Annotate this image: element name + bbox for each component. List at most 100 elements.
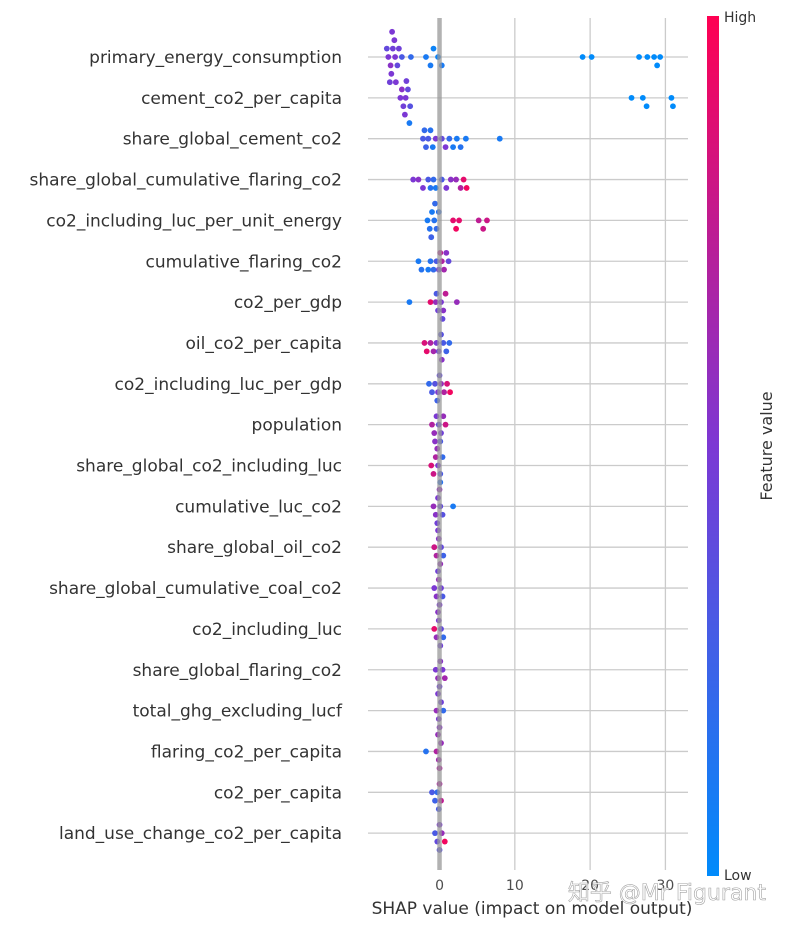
shap-point bbox=[453, 225, 459, 232]
shap-point bbox=[425, 176, 432, 183]
feature-label: share_global_oil_co2 bbox=[167, 538, 342, 558]
feature-label: cumulative_luc_co2 bbox=[175, 497, 342, 517]
x-tick-label: 20 bbox=[581, 878, 599, 894]
shap-point bbox=[426, 380, 432, 387]
shap-point bbox=[447, 389, 453, 396]
shap-point bbox=[387, 62, 394, 69]
shap-point bbox=[475, 217, 482, 224]
shap-point bbox=[394, 62, 401, 69]
shap-point bbox=[423, 54, 429, 60]
shap-point bbox=[441, 675, 448, 682]
shap-point bbox=[440, 340, 447, 346]
shap-point bbox=[579, 54, 586, 60]
shap-point bbox=[424, 217, 431, 224]
shap-point bbox=[670, 103, 676, 110]
shap-point bbox=[430, 45, 437, 52]
feature-label: co2_per_capita bbox=[214, 783, 342, 803]
shap-point bbox=[427, 299, 434, 305]
shap-point bbox=[415, 258, 422, 265]
shap-point bbox=[406, 299, 413, 305]
shap-point bbox=[429, 389, 435, 396]
shap-point bbox=[418, 266, 425, 273]
shap-point bbox=[426, 225, 433, 232]
shap-point bbox=[432, 666, 439, 673]
shap-point bbox=[440, 634, 447, 641]
shap-point bbox=[432, 200, 438, 207]
shap-point bbox=[440, 552, 447, 559]
feature-label: co2_including_luc_per_unit_energy bbox=[46, 211, 342, 231]
shap-point bbox=[453, 135, 460, 142]
shap-point bbox=[429, 421, 435, 428]
shap-point bbox=[450, 503, 456, 510]
shap-point bbox=[440, 707, 447, 714]
shap-point bbox=[440, 307, 447, 314]
shap-point bbox=[427, 185, 434, 191]
feature-label: co2_including_luc bbox=[192, 620, 342, 640]
shap-point bbox=[421, 127, 428, 134]
shap-point bbox=[432, 135, 439, 142]
shap-point bbox=[443, 348, 450, 355]
shap-point bbox=[453, 176, 459, 183]
shap-point bbox=[432, 185, 439, 191]
shap-point bbox=[398, 86, 405, 93]
colorbar-low-label: Low bbox=[724, 868, 752, 884]
feature-label: share_global_cumulative_coal_co2 bbox=[49, 579, 342, 599]
shap-point bbox=[428, 462, 435, 469]
shap-point bbox=[402, 94, 409, 101]
grid bbox=[514, 18, 667, 870]
shap-point bbox=[441, 266, 447, 273]
shap-point bbox=[639, 94, 646, 101]
shap-point bbox=[431, 217, 438, 224]
shap-point bbox=[432, 380, 438, 387]
shap-point bbox=[628, 94, 635, 101]
shap-point bbox=[386, 79, 393, 86]
shap-point bbox=[443, 249, 450, 256]
shap-point bbox=[429, 789, 435, 796]
shap-point bbox=[442, 421, 449, 428]
shap-point bbox=[445, 258, 452, 265]
shap-point bbox=[431, 430, 438, 436]
feature-label: co2_per_gdp bbox=[234, 293, 342, 313]
shap-point bbox=[403, 78, 410, 84]
x-tick-label: 10 bbox=[506, 878, 524, 894]
shap-point bbox=[432, 454, 439, 460]
shap-point bbox=[651, 54, 658, 60]
feature-label: cement_co2_per_capita bbox=[141, 89, 342, 109]
shap-point bbox=[392, 79, 399, 86]
shap-point bbox=[385, 54, 392, 60]
feature-label: co2_including_luc_per_gdp bbox=[115, 375, 342, 395]
colorbar-title: Feature value bbox=[757, 391, 776, 500]
feature-label: cumulative_flaring_co2 bbox=[146, 252, 342, 272]
x-axis-title: SHAP value (impact on model output) bbox=[372, 899, 693, 919]
shap-point bbox=[398, 54, 405, 60]
shap-point bbox=[453, 299, 460, 305]
shap-point bbox=[644, 54, 651, 60]
shap-point bbox=[430, 348, 437, 355]
x-tick-label: 30 bbox=[656, 878, 674, 894]
shap-point bbox=[496, 135, 503, 142]
shap-point bbox=[427, 340, 434, 346]
shap-point bbox=[389, 28, 395, 35]
shap-point bbox=[388, 70, 395, 77]
shap-point bbox=[391, 37, 398, 44]
shap-point bbox=[431, 585, 438, 591]
feature-label: share_global_co2_including_luc bbox=[76, 457, 342, 477]
shap-point bbox=[657, 54, 664, 60]
shap-point bbox=[428, 234, 435, 241]
shap-point bbox=[643, 103, 650, 110]
colorbar-high-label: High bbox=[724, 10, 756, 26]
shap-point bbox=[432, 830, 438, 837]
shap-point bbox=[460, 176, 467, 183]
shap-point bbox=[457, 144, 464, 151]
shap-point bbox=[427, 127, 434, 134]
shap-point bbox=[430, 176, 437, 183]
feature-label: population bbox=[252, 416, 342, 436]
shap-point bbox=[588, 54, 595, 60]
colorbar-gradient bbox=[707, 16, 719, 876]
shap-point bbox=[654, 62, 661, 69]
shap-point bbox=[430, 471, 437, 477]
shap-point bbox=[430, 503, 437, 510]
shap-point bbox=[442, 144, 449, 151]
feature-label: oil_co2_per_capita bbox=[185, 334, 342, 354]
